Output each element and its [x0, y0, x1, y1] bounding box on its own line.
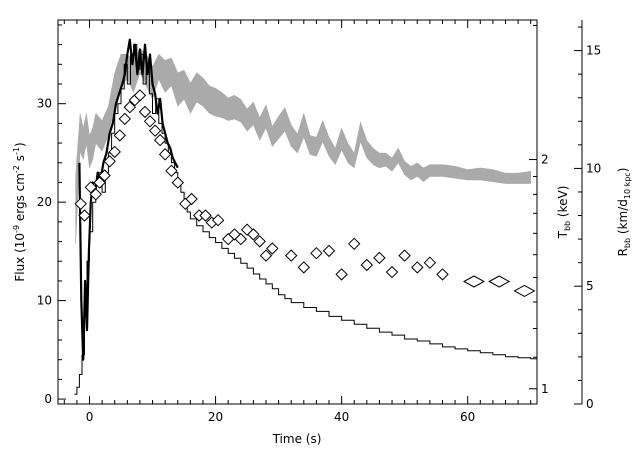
temperature-band-layer — [75, 47, 531, 244]
tbb-tick-label: 2 — [541, 153, 549, 167]
y-tick-label: 10 — [37, 294, 52, 308]
radius-marker-layer — [74, 89, 536, 297]
y-axis-label-tbb: Tbb (keV) — [556, 186, 572, 240]
rbb-label-sub2: 10 kpc — [623, 172, 632, 199]
radius-marker — [98, 169, 111, 182]
radius-marker — [143, 115, 157, 128]
radius-marker — [297, 261, 311, 274]
radius-marker — [93, 176, 106, 189]
x-axis-label: Time (s) — [272, 432, 322, 446]
radius-marker — [89, 188, 103, 201]
radius-marker — [78, 209, 91, 222]
radius-marker — [347, 237, 361, 251]
radius-marker — [133, 89, 147, 102]
radius-marker — [74, 197, 87, 211]
tbb-tick-label: 1 — [541, 382, 549, 396]
rbb-tick-label: 15 — [586, 44, 601, 58]
tbb-label-main: T — [556, 230, 570, 239]
radius-marker — [310, 246, 323, 260]
radius-marker — [423, 256, 437, 269]
radius-marker — [148, 124, 162, 137]
radius-marker — [123, 100, 137, 114]
y-tick-label: 0 — [44, 392, 52, 406]
radius-marker — [118, 112, 132, 126]
tbb-label-rest: (keV) — [556, 186, 570, 221]
radius-marker — [462, 275, 486, 288]
rbb-tick-label: 10 — [586, 161, 601, 175]
radius-marker — [360, 258, 374, 272]
radius-marker — [199, 209, 212, 222]
rbb-label-main: R — [616, 248, 630, 256]
plot-frame — [57, 19, 538, 405]
radius-marker — [253, 235, 266, 248]
radius-marker — [322, 244, 336, 258]
radius-marker — [171, 176, 185, 189]
radius-marker — [411, 261, 424, 274]
flux-label-part: ) — [13, 142, 27, 147]
radius-marker — [234, 232, 248, 246]
radius-marker — [398, 249, 411, 262]
y-axis-label-rbb: Rbb (km/d10 kpc) — [616, 168, 632, 257]
flux-label-part: Flux (10 — [13, 233, 27, 282]
radius-marker — [138, 105, 152, 119]
rbb-label-rest: ) — [616, 168, 630, 173]
radius-marker — [373, 251, 386, 265]
flux-label-sup: -2 — [12, 165, 21, 173]
radius-marker — [108, 145, 121, 159]
flux-label-part: s — [13, 155, 27, 165]
y-axis-label-flux: Flux (10-9 ergs cm-2 s-1) — [12, 142, 27, 281]
radius-marker — [385, 265, 399, 279]
flux-label-sup: -9 — [12, 225, 21, 233]
radius-marker — [211, 213, 225, 227]
temperature-band — [75, 47, 531, 244]
radius-marker — [165, 164, 178, 178]
radius-marker — [153, 133, 167, 147]
radius-marker — [84, 181, 98, 194]
radius-marker — [103, 155, 116, 168]
flux-label-sup: -1 — [12, 147, 21, 155]
tbb-label-sub: bb — [563, 221, 572, 231]
x-tick-label: 40 — [334, 410, 349, 424]
radius-marker — [436, 268, 449, 281]
y-tick-label: 30 — [37, 97, 52, 111]
flux-label-part: ergs cm — [13, 173, 27, 225]
radius-marker — [259, 249, 273, 262]
radius-marker — [158, 148, 172, 161]
radius-marker — [488, 275, 511, 288]
radius-marker — [284, 249, 298, 262]
x-tick-label: 0 — [86, 410, 94, 424]
x-tick-label: 60 — [460, 410, 475, 424]
rbb-tick-label: 5 — [586, 279, 594, 293]
radius-marker — [185, 192, 198, 206]
radius-marker — [247, 228, 260, 241]
rbb-label-sub: bb — [623, 238, 632, 248]
y-tick-label: 20 — [37, 195, 52, 209]
x-tick-label: 20 — [208, 410, 223, 424]
rbb-label-rest: (km/d — [616, 199, 630, 238]
rbb-tick-label: 0 — [586, 397, 594, 411]
radius-marker — [513, 284, 536, 297]
radius-marker — [266, 242, 279, 255]
radius-marker — [113, 129, 127, 142]
radius-marker — [335, 268, 348, 281]
